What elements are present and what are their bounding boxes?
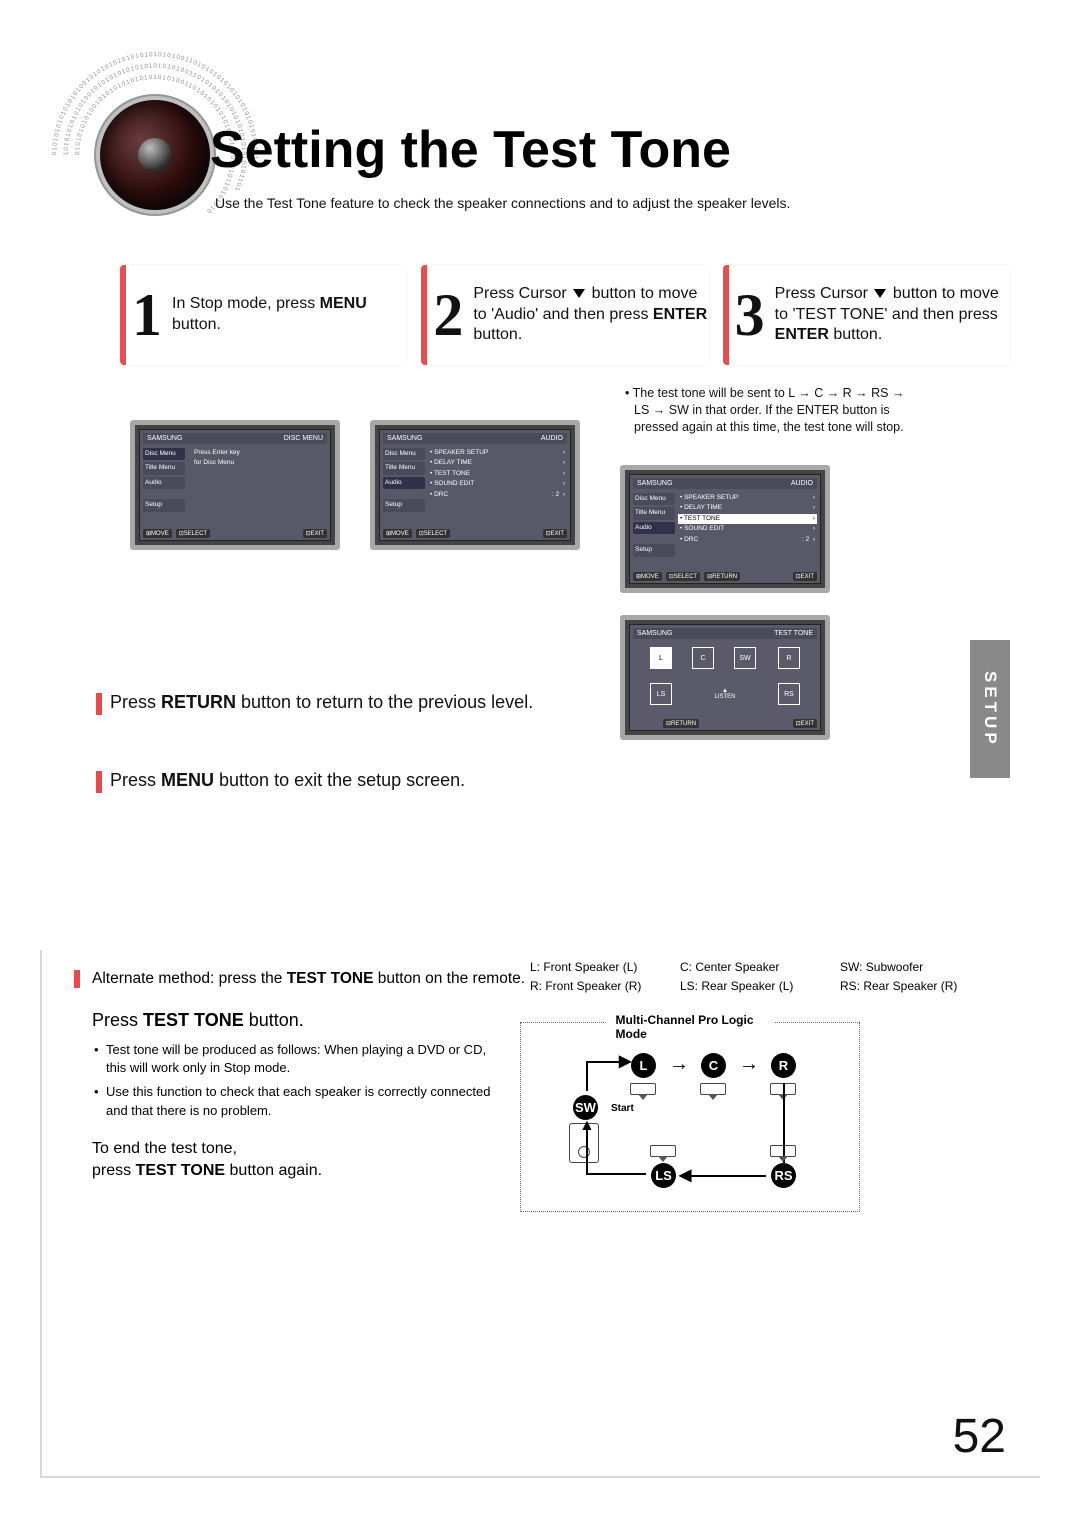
legend-l: L: Front Speaker (L)	[530, 958, 680, 977]
diagram-node-rs: RS	[771, 1163, 796, 1188]
legend-sw: SW: Subwoofer	[840, 958, 1000, 977]
return-instruction: Press RETURN button to return to the pre…	[110, 692, 533, 713]
diagram-node-r: R	[771, 1053, 796, 1078]
step-1-number: 1	[132, 285, 162, 345]
legend-r: R: Front Speaker (R)	[530, 977, 680, 996]
arrow-icon: ▶	[619, 1051, 631, 1071]
section-tab-setup: SETUP	[970, 640, 1010, 778]
diagram-line	[681, 1175, 766, 1177]
step-1-text: In Stop mode, press MENU button.	[172, 294, 407, 336]
arrow-icon: →	[739, 1053, 759, 1076]
diagram-node-c: C	[701, 1053, 726, 1078]
menu-exit-instruction: Press MENU button to exit the setup scre…	[110, 770, 465, 791]
diagram-line	[586, 1061, 588, 1091]
alternate-method-block: Alternate method: press the TEST TONE bu…	[40, 950, 1040, 1478]
speaker-icon	[700, 1083, 726, 1095]
speaker-flow-diagram: Multi-Channel Pro Logic Mode L → C → R S…	[520, 1022, 860, 1212]
diagram-line	[586, 1173, 646, 1175]
step-2: 2 Press Cursor button to move to 'Audio'…	[421, 265, 708, 365]
speaker-icon	[630, 1083, 656, 1095]
speaker-legend: L: Front Speaker (L) C: Center Speaker S…	[530, 958, 1000, 996]
diagram-title: Multi-Channel Pro Logic Mode	[606, 1013, 775, 1041]
step-3-number: 3	[735, 285, 765, 345]
step-3-note: • The test tone will be sent to L → C → …	[620, 385, 920, 436]
osd-screenshot-4: SAMSUNGTEST TONE L C SW R LS ▲LISTEN RS …	[620, 615, 830, 740]
step-2-text: Press Cursor button to move to 'Audio' a…	[473, 284, 708, 346]
page-subtitle: Use the Test Tone feature to check the s…	[215, 195, 790, 211]
diagram-start-label: Start	[611, 1103, 634, 1114]
osd-screenshot-3: SAMSUNGAUDIO Disc Menu Title Menu Audio …	[620, 465, 830, 593]
page-title: Setting the Test Tone	[210, 120, 731, 180]
osd-screenshot-2: SAMSUNGAUDIO Disc Menu Title Menu Audio …	[370, 420, 580, 550]
page-number: 52	[953, 1409, 1006, 1464]
steps-row: 1 In Stop mode, press MENU button. 2 Pre…	[120, 265, 1010, 365]
speaker-icon	[650, 1145, 676, 1157]
arrow-icon: ◀	[679, 1165, 691, 1185]
alternate-method-line: Alternate method: press the TEST TONE bu…	[92, 970, 545, 988]
legend-ls: LS: Rear Speaker (L)	[680, 977, 840, 996]
step-2-number: 2	[433, 285, 463, 345]
note-1: Test tone will be produced as follows: W…	[92, 1041, 492, 1077]
diagram-node-l: L	[631, 1053, 656, 1078]
diagram-node-ls: LS	[651, 1163, 676, 1188]
step-1: 1 In Stop mode, press MENU button.	[120, 265, 407, 365]
legend-rs: RS: Rear Speaker (R)	[840, 977, 1000, 996]
note-2: Use this function to check that each spe…	[92, 1083, 492, 1119]
arrow-icon: ▲	[579, 1117, 595, 1135]
osd-screenshot-1: SAMSUNGDISC MENU Disc Menu Title Menu Au…	[130, 420, 340, 550]
speaker-icon	[770, 1145, 796, 1157]
step-3: 3 Press Cursor button to move to 'TEST T…	[723, 265, 1010, 365]
legend-c: C: Center Speaker	[680, 958, 840, 977]
arrow-icon: →	[669, 1053, 689, 1076]
test-tone-notes: Test tone will be produced as follows: W…	[92, 1041, 492, 1120]
step-3-text: Press Cursor button to move to 'TEST TON…	[775, 284, 1010, 346]
